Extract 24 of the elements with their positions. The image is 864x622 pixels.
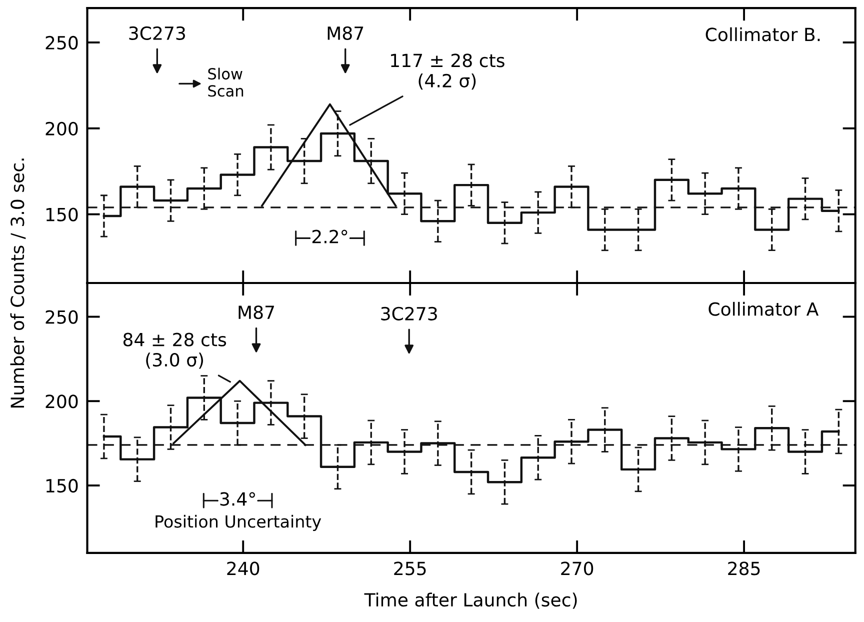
annotation: 117 ± 28 cts (4.2 σ)	[391, 54, 504, 90]
y-tick-label: 200	[46, 394, 78, 408]
annotation: 3.4°	[220, 492, 255, 506]
annotation: 3C273	[129, 26, 185, 40]
x-tick-label: 285	[728, 562, 760, 576]
y-axis-title: Number of Counts / 3.0 sec.	[10, 158, 26, 408]
y-tick-label: 200	[46, 122, 78, 136]
y-tick-label: 150	[46, 208, 78, 222]
annotation: M87	[328, 26, 364, 40]
annotation: 2.2°	[312, 230, 348, 244]
annotation: Position Uncertainty	[156, 514, 322, 532]
annotation: 84 ± 28 cts (3.0 σ)	[123, 332, 226, 369]
y-tick-label: 250	[46, 310, 78, 324]
annotation: Slow Scan	[208, 68, 244, 97]
x-tick-label: 270	[561, 562, 594, 576]
y-tick-label: 150	[46, 478, 78, 493]
text: Collimator B.	[706, 27, 820, 42]
x-axis-title: Time after Launch (sec)	[364, 592, 577, 609]
text: Collimator A	[708, 302, 819, 316]
annotation: M87	[238, 305, 274, 320]
annotation: 3C273	[381, 306, 437, 320]
y-tick-label: 250	[46, 36, 78, 50]
x-tick-label: 240	[227, 562, 260, 576]
x-tick-label: 255	[394, 562, 426, 576]
